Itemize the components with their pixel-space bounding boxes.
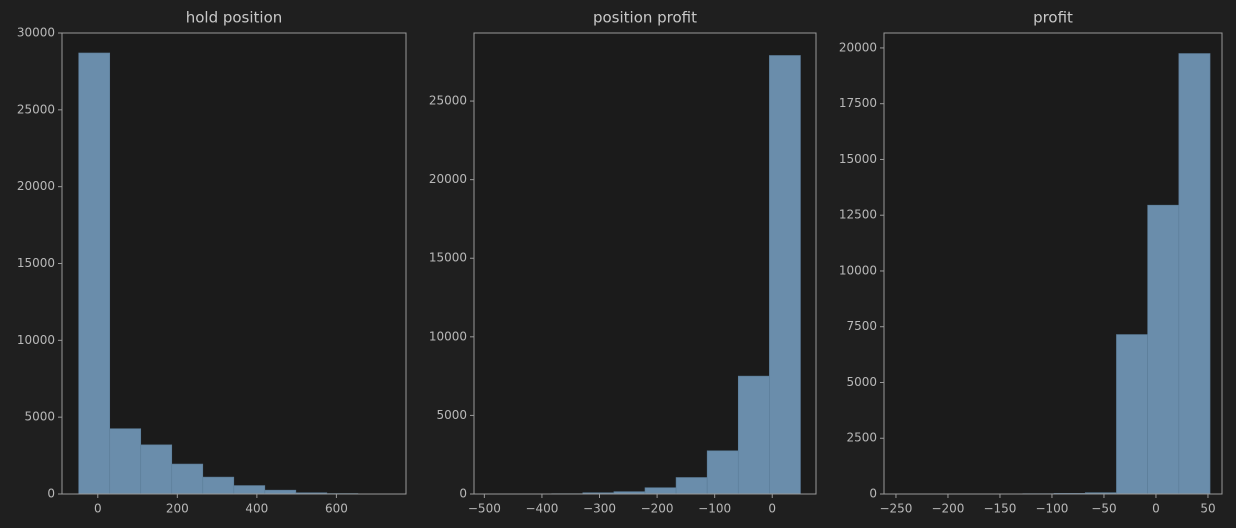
bar [233,485,266,495]
x-tick-label: −150 [983,502,1016,516]
y-tick-label: 10000 [839,263,877,277]
x-tick-label: −300 [583,502,616,516]
bar [171,463,204,495]
y-tick-label: 20000 [17,179,55,193]
plot-frame [473,32,817,495]
y-tick-label: 5000 [24,410,55,424]
y-tick-label: 2500 [846,431,877,445]
chart-title: position profit [593,9,697,27]
x-tick-label: 400 [245,502,268,516]
y-tick-label: 25000 [17,102,55,116]
bar [737,375,770,495]
y-tick-label: 30000 [17,26,55,40]
bar [109,428,142,495]
x-tick-label: 0 [1152,502,1160,516]
bar [706,450,739,495]
y-tick-label: 12500 [839,208,877,222]
y-tick-label: 20000 [839,40,877,54]
y-tick-label: 15000 [429,251,467,265]
x-tick-label: −100 [698,502,731,516]
y-tick-label: 5000 [846,375,877,389]
y-tick-label: 0 [47,487,55,501]
bar [202,476,235,495]
x-tick-label: −250 [879,502,912,516]
bar [644,487,677,495]
y-tick-label: 15000 [17,256,55,270]
bar [78,52,111,495]
bar [769,55,801,495]
plot-area [62,33,406,494]
bar [1178,53,1211,495]
bar [675,477,708,495]
x-tick-label: −50 [1091,502,1116,516]
x-tick-label: −100 [1035,502,1068,516]
x-tick-label: 600 [325,502,348,516]
x-tick-label: 0 [768,502,776,516]
y-tick-label: 0 [459,487,467,501]
bar [1147,204,1180,495]
x-tick-label: −200 [931,502,964,516]
chart-title: profit [1033,9,1073,27]
y-tick-label: 15000 [839,152,877,166]
chart-title: hold position [186,9,283,27]
bar [264,489,297,495]
y-tick-label: 10000 [429,329,467,343]
y-tick-label: 0 [869,487,877,501]
x-tick-label: −500 [468,502,501,516]
y-tick-label: 17500 [839,96,877,110]
y-tick-label: 5000 [436,408,467,422]
x-tick-label: 200 [166,502,189,516]
bar [1116,334,1148,495]
y-tick-label: 25000 [429,94,467,108]
y-tick-label: 10000 [17,333,55,347]
plot-frame [883,32,1223,495]
x-tick-label: −200 [641,502,674,516]
y-tick-label: 7500 [846,319,877,333]
x-tick-label: 50 [1200,502,1215,516]
bar [140,444,173,495]
y-tick-label: 20000 [429,172,467,186]
x-tick-label: −400 [525,502,558,516]
x-tick-label: 0 [94,502,102,516]
